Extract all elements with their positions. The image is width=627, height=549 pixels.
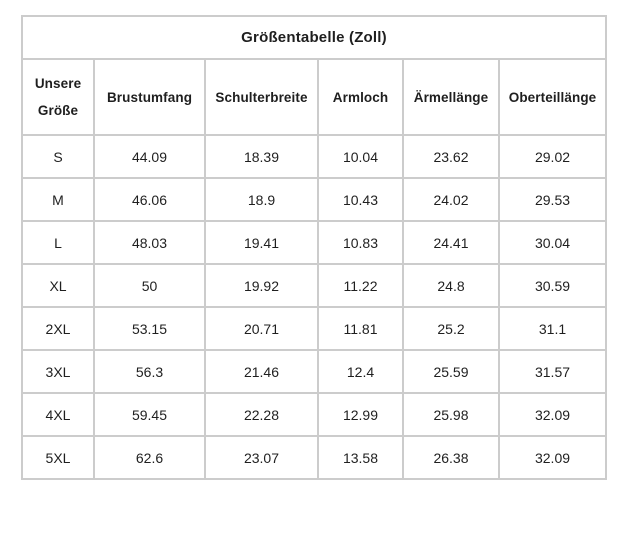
measurement-cell: 25.2 (402, 306, 500, 351)
column-header: Unsere Größe (21, 58, 95, 136)
measurement-cell: 25.98 (402, 392, 500, 437)
measurement-cell: 50 (93, 263, 206, 308)
size-label-cell: 5XL (21, 435, 95, 480)
measurement-cell: 24.8 (402, 263, 500, 308)
size-label-cell: 2XL (21, 306, 95, 351)
size-label-cell: M (21, 177, 95, 222)
measurement-cell: 10.43 (317, 177, 404, 222)
measurement-cell: 31.1 (497, 306, 608, 351)
measurement-cell: 19.92 (204, 263, 319, 308)
table-title: Größentabelle (Zoll) (20, 15, 608, 60)
measurement-cell: 29.02 (497, 134, 608, 179)
header-row: Unsere Größe Brustumfang Schulterbreite Arm… (21, 58, 608, 136)
size-label-cell: L (21, 220, 95, 265)
size-label-cell: 4XL (21, 392, 95, 437)
table-row: 4XL 59.45 22.28 12.99 25.98 32.09 (21, 392, 608, 437)
table-row: 3XL 56.3 21.46 12.4 25.59 31.57 (21, 349, 608, 394)
table-row: S 44.09 18.39 10.04 23.62 29.02 (21, 134, 608, 179)
column-header: Brustumfang (93, 58, 206, 136)
measurement-cell: 62.6 (93, 435, 206, 480)
column-header: Schulterbreite (204, 58, 319, 136)
measurement-cell: 24.02 (402, 177, 500, 222)
measurement-cell: 11.22 (317, 263, 404, 308)
measurement-cell: 21.46 (204, 349, 319, 394)
measurement-cell: 20.71 (204, 306, 319, 351)
title-row: Größentabelle (Zoll) (20, 15, 608, 60)
table-row: M 46.06 18.9 10.43 24.02 29.53 (21, 177, 608, 222)
measurement-cell: 10.83 (317, 220, 404, 265)
measurement-cell: 59.45 (93, 392, 206, 437)
table-row: 2XL 53.15 20.71 11.81 25.2 31.1 (21, 306, 608, 351)
measurement-cell: 32.09 (497, 435, 608, 480)
measurement-cell: 18.9 (204, 177, 319, 222)
measurement-cell: 18.39 (204, 134, 319, 179)
measurement-cell: 13.58 (317, 435, 404, 480)
table-row: XL 50 19.92 11.22 24.8 30.59 (21, 263, 608, 308)
measurement-cell: 11.81 (317, 306, 404, 351)
measurement-cell: 23.62 (402, 134, 500, 179)
measurement-cell: 25.59 (402, 349, 500, 394)
measurement-cell: 30.59 (497, 263, 608, 308)
measurement-cell: 56.3 (93, 349, 206, 394)
measurement-cell: 12.4 (317, 349, 404, 394)
measurement-cell: 12.99 (317, 392, 404, 437)
table-row: 5XL 62.6 23.07 13.58 26.38 32.09 (21, 435, 608, 480)
measurement-cell: 44.09 (93, 134, 206, 179)
measurement-cell: 53.15 (93, 306, 206, 351)
measurement-cell: 32.09 (497, 392, 608, 437)
table-row: L 48.03 19.41 10.83 24.41 30.04 (21, 220, 608, 265)
size-chart-table: Größentabelle (Zoll) Unsere Größe Brustum… (20, 15, 608, 480)
measurement-cell: 31.57 (497, 349, 608, 394)
size-label-cell: 3XL (21, 349, 95, 394)
size-chart: Größentabelle (Zoll) Unsere Größe Brustum… (20, 15, 608, 480)
measurement-cell: 46.06 (93, 177, 206, 222)
column-header: Oberteillänge (497, 58, 608, 136)
size-label-cell: XL (21, 263, 95, 308)
measurement-cell: 22.28 (204, 392, 319, 437)
measurement-cell: 48.03 (93, 220, 206, 265)
column-header: Armloch (317, 58, 404, 136)
measurement-cell: 10.04 (317, 134, 404, 179)
measurement-cell: 23.07 (204, 435, 319, 480)
measurement-cell: 29.53 (497, 177, 608, 222)
measurement-cell: 24.41 (402, 220, 500, 265)
size-label-cell: S (21, 134, 95, 179)
measurement-cell: 30.04 (497, 220, 608, 265)
measurement-cell: 26.38 (402, 435, 500, 480)
column-header: Ärmellänge (402, 58, 500, 136)
measurement-cell: 19.41 (204, 220, 319, 265)
